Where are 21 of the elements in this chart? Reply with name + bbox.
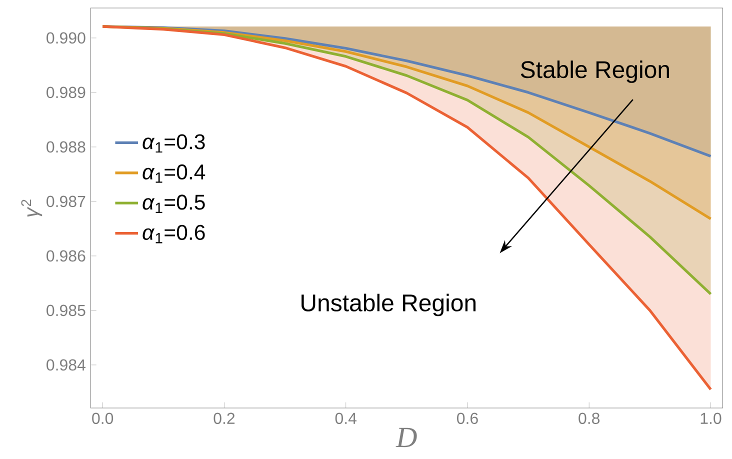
y-tick-label: 0.984: [46, 359, 86, 371]
y-tick-label: 0.986: [46, 250, 86, 262]
y-tick-label: 0.988: [46, 141, 86, 153]
x-tick-label: 0.8: [578, 412, 600, 424]
legend-label: α$_{1}$=0.4: [142, 164, 206, 183]
x-tick-label: 0.4: [335, 412, 357, 424]
legend-label: α$_{1}$=0.3: [142, 134, 205, 153]
x-tick-label: 1.0: [700, 412, 722, 424]
x-axis-title: D: [396, 428, 417, 448]
legend-label: α$_{1}$=0.6: [142, 225, 205, 244]
x-tick-label: 0.0: [92, 412, 114, 424]
y-tick-label: 0.989: [46, 86, 86, 98]
annotation: Stable Region: [520, 60, 669, 84]
x-tick-label: 0.2: [214, 412, 235, 424]
y-axis-title: γ$^{2}$: [21, 200, 42, 217]
y-tick-label: 0.990: [46, 32, 86, 44]
legend-label: α$_{1}$=0.5: [142, 194, 205, 214]
y-tick-label: 0.985: [46, 304, 86, 316]
annotation: Unstable Region: [302, 294, 476, 316]
x-tick-label: 0.6: [456, 412, 478, 424]
y-tick-label: 0.987: [46, 196, 86, 208]
